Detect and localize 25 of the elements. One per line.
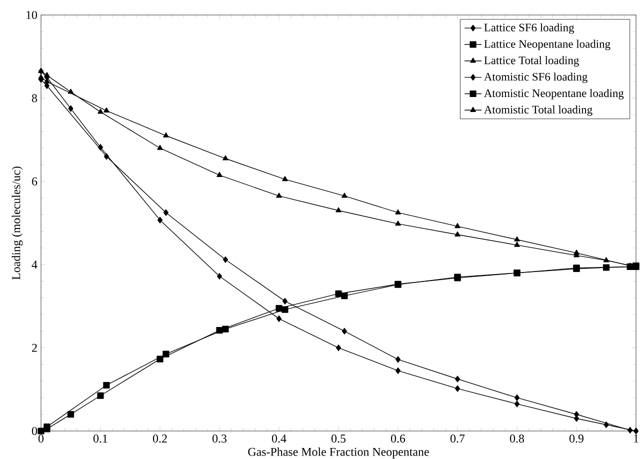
legend-label: Lattice Neopentane loading (484, 40, 610, 50)
x-tick-label: 0.6 (390, 434, 406, 443)
y-axis-title: Loading (molecules/uc) (12, 166, 23, 280)
legend-label: Atomistic Neopentane loading (484, 89, 624, 100)
legend-label: Atomistic SF6 loading (484, 72, 588, 84)
y-tick-label: 0 (32, 426, 38, 436)
y-tick-label: 8 (32, 94, 38, 102)
x-tick-label: 0.9 (569, 434, 584, 443)
y-tick-label: 4 (32, 260, 38, 269)
x-tick-label: 0.1 (93, 434, 108, 443)
legend-label: Atomistic Total loading (484, 105, 592, 116)
x-tick-label: 0.5 (331, 434, 346, 443)
x-tick-label: 0.8 (510, 434, 524, 443)
x-tick-label: 0.3 (212, 434, 227, 443)
y-tick-label: 10 (26, 10, 38, 20)
x-tick-label: 0.7 (450, 434, 465, 443)
x-tick-label: 0.2 (152, 434, 167, 443)
x-axis-title: Gas-Phase Mole Fraction Neopentane (248, 447, 429, 458)
x-tick-label: 0 (38, 434, 44, 443)
y-tick-label: 6 (32, 177, 38, 186)
legend-label: Lattice Total loading (484, 56, 579, 67)
y-tick-label: 2 (32, 344, 37, 352)
x-tick-label: 0.4 (272, 434, 286, 443)
legend-label: Lattice SF6 loading (484, 23, 574, 34)
x-tick-label: 1 (634, 434, 638, 442)
